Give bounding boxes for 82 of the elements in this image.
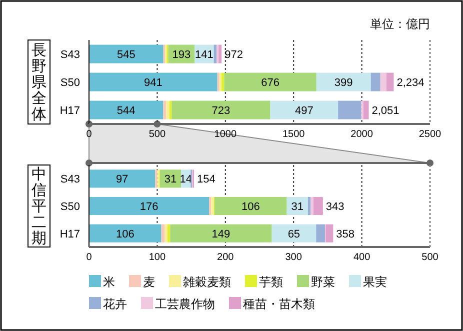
- x-tick-label: 2500: [418, 129, 442, 140]
- bar: [89, 224, 162, 242]
- bar: [218, 44, 222, 64]
- y-tick-label: H17: [60, 105, 80, 117]
- bar: [89, 196, 210, 216]
- y-tick-label: S43: [60, 174, 80, 186]
- bar: [270, 100, 338, 120]
- total-label: 358: [336, 228, 355, 240]
- legend-label: 果実: [363, 275, 387, 289]
- bar: [89, 170, 156, 188]
- x-tick-label: 0: [86, 129, 92, 140]
- bar: [272, 224, 316, 242]
- text: 長野県全体: [32, 42, 46, 123]
- data-label: 941: [144, 77, 162, 89]
- legend-label: 野菜: [311, 275, 335, 289]
- data-label: 149: [212, 228, 230, 240]
- data-label: 14: [180, 174, 192, 186]
- bar: [313, 196, 323, 216]
- data-label: 141: [195, 49, 214, 61]
- legend-label: 雑穀麦類: [183, 275, 231, 289]
- legend-label: 花卉: [103, 297, 127, 311]
- legend-label: 米: [103, 275, 115, 289]
- total-label: 2,234: [396, 77, 424, 89]
- bar: [166, 100, 170, 120]
- bar: [89, 44, 164, 64]
- bar: [310, 196, 314, 216]
- text: 単位：億円: [370, 17, 430, 31]
- data-label: 176: [140, 201, 158, 213]
- data-label: 106: [241, 201, 260, 213]
- x-tick-label: 1500: [282, 129, 306, 140]
- total-label: 343: [326, 201, 344, 213]
- bar: [224, 72, 316, 92]
- bar: [386, 72, 394, 92]
- x-tick-label: 500: [422, 252, 439, 263]
- bar: [308, 196, 311, 216]
- data-label: 31: [291, 201, 304, 213]
- y-tick-label: S50: [60, 201, 80, 213]
- x-tick-label: 0: [86, 252, 92, 263]
- legend-label: 工芸農作物: [155, 297, 215, 311]
- data-label: 31: [164, 174, 177, 186]
- data-label: 399: [334, 77, 353, 89]
- x-tick-label: 2000: [350, 129, 374, 140]
- total-label: 972: [224, 49, 243, 61]
- legend-label: 麦: [143, 275, 155, 289]
- legend-label: 種苗・苗木類: [243, 297, 315, 311]
- bar: [164, 224, 168, 242]
- bar: [380, 72, 386, 92]
- bar: [370, 72, 380, 92]
- legend-label: 芋類: [259, 275, 283, 289]
- y-tick-label: S43: [60, 49, 80, 61]
- x-tick-label: 200: [217, 252, 234, 263]
- x-tick-label: 100: [148, 252, 166, 263]
- y-tick-label: H17: [60, 228, 80, 240]
- bar: [211, 196, 214, 216]
- data-label: 676: [261, 77, 280, 89]
- bar: [172, 100, 270, 120]
- x-tick-label: 500: [148, 129, 166, 140]
- data-label: 497: [294, 105, 314, 117]
- data-label: 106: [116, 228, 134, 240]
- data-label: 544: [116, 105, 136, 117]
- data-label: 193: [172, 49, 191, 61]
- x-tick-label: 400: [353, 252, 371, 263]
- y-tick-label: S50: [60, 77, 80, 89]
- bar: [89, 100, 164, 120]
- bar: [363, 100, 369, 120]
- data-label: 65: [288, 228, 300, 240]
- data-label: 97: [116, 174, 128, 186]
- bar: [167, 224, 170, 242]
- bar: [214, 196, 287, 216]
- bar: [170, 224, 272, 242]
- bar: [316, 224, 325, 242]
- bar: [163, 100, 166, 120]
- data-label: 723: [212, 105, 230, 117]
- bar: [326, 224, 334, 242]
- text: 中信平二期: [32, 166, 46, 247]
- total-label: 2,051: [372, 105, 400, 117]
- x-tick-label: 300: [285, 252, 302, 263]
- data-label: 545: [116, 49, 136, 61]
- bar: [338, 100, 362, 120]
- bar: [89, 72, 218, 92]
- x-tick-label: 1000: [214, 129, 237, 140]
- total-label: 154: [197, 174, 216, 186]
